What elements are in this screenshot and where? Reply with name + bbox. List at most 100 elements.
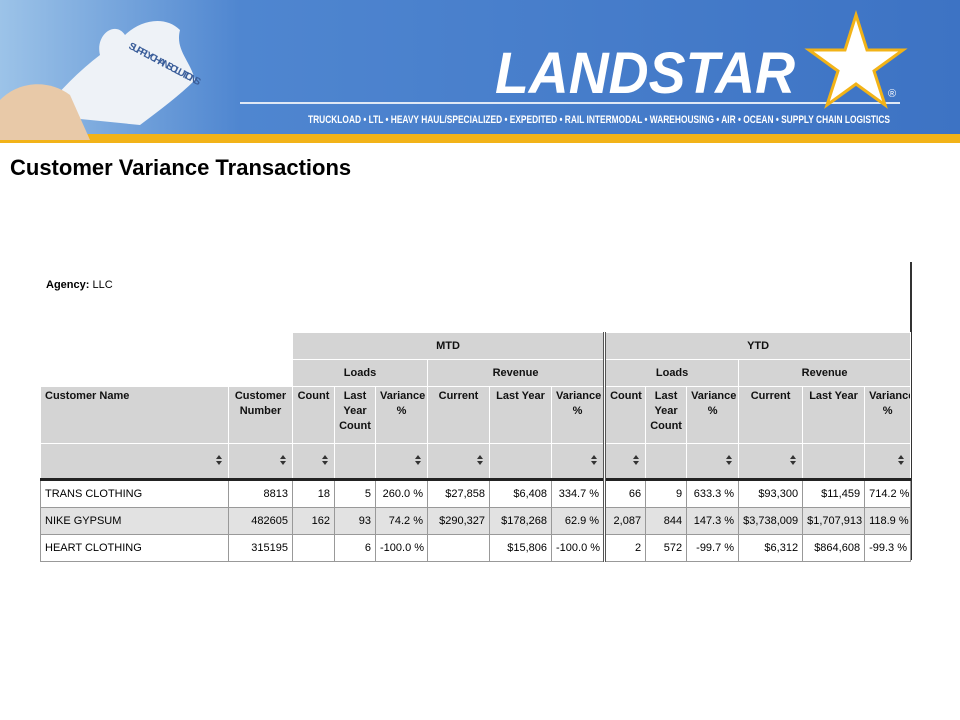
data-cell: $178,268 — [489, 507, 552, 535]
data-cell: $27,858 — [427, 479, 490, 508]
data-cell: TRANS CLOTHING — [40, 479, 229, 508]
data-cell: $290,327 — [427, 507, 490, 535]
group-header: MTD — [291, 332, 606, 360]
data-cell: 8813 — [228, 479, 293, 508]
data-cell — [427, 534, 490, 562]
sort-cell — [738, 443, 804, 481]
data-cell: $864,608 — [802, 534, 866, 562]
data-cell: 66 — [603, 479, 647, 508]
data-cell: 260.0 % — [375, 479, 428, 508]
subgroup-row: Loads Revenue Loads Revenue — [41, 359, 912, 387]
sort-cell — [334, 443, 376, 481]
column-header: Current — [427, 386, 490, 444]
data-cell: 334.7 % — [550, 479, 606, 508]
puzzle-piece — [40, 20, 195, 126]
subgroup-header: Loads — [292, 359, 428, 387]
tagline: TRUCKLOAD • LTL • HEAVY HAUL/SPECIALIZED… — [308, 114, 890, 126]
report: Agency: LLC MTD YTD Loads Revenue Loads Reven… — [40, 262, 912, 562]
column-header: Variance % — [686, 386, 740, 444]
data-cell: 315195 — [228, 534, 293, 562]
data-cell: 572 — [645, 534, 688, 562]
registered-mark: ® — [888, 88, 896, 100]
data-cell: 2 — [603, 534, 647, 562]
group-header: YTD — [603, 332, 912, 360]
data-cell: $1,707,913 — [802, 507, 866, 535]
slide-title: Customer Variance Transactions — [10, 155, 352, 180]
data-row: TRANS CLOTHING 8813 18 5 260.0 % $27,858 $6,40… — [40, 479, 912, 508]
subgroup-header: Loads — [603, 359, 740, 387]
sort-cell — [228, 443, 293, 481]
data-cell: $15,806 — [489, 534, 552, 562]
data-cell: 5 — [334, 479, 376, 508]
column-header: Variance % — [550, 386, 606, 444]
sort-cell — [864, 443, 912, 481]
data-cell: $11,459 — [802, 479, 866, 508]
variance-table: MTD YTD Loads Revenue Loads Revenue Customer N… — [40, 332, 912, 562]
group-row: MTD YTD — [40, 332, 912, 387]
data-cell: 844 — [645, 507, 688, 535]
data-cell: 74.2 % — [375, 507, 428, 535]
data-cell: 18 — [292, 479, 335, 508]
column-header: Last Year Count — [334, 386, 376, 444]
data-cell: NIKE GYPSUM — [40, 507, 229, 535]
header-blank — [40, 332, 293, 387]
column-header: Count — [292, 386, 335, 444]
sort-cell — [375, 443, 428, 481]
logo-star — [804, 9, 908, 109]
hand — [0, 84, 90, 140]
sort-row — [40, 443, 912, 481]
data-cell: 9 — [645, 479, 688, 508]
banner-stripe — [0, 134, 960, 143]
data-cell: HEART CLOTHING — [40, 534, 229, 562]
sort-cell — [40, 443, 229, 481]
column-header: Count — [603, 386, 647, 444]
sort-cell — [603, 443, 647, 481]
sort-cell — [645, 443, 688, 481]
logo: LANDSTAR — [495, 41, 795, 106]
data-cell: 62.9 % — [550, 507, 606, 535]
data-cell: 93 — [334, 507, 376, 535]
banner: SUPPLY CHAIN SOLUTIONS LANDSTAR ® TRUCKL… — [0, 0, 960, 143]
column-header: Last Year — [802, 386, 866, 444]
column-header: Variance % — [864, 386, 912, 444]
data-row: NIKE GYPSUM 482605 162 93 74.2 % $290,327 $178… — [40, 507, 912, 535]
agency-value: LLC — [92, 279, 113, 291]
data-cell: 147.3 % — [686, 507, 740, 535]
data-cell: -100.0 % — [550, 534, 606, 562]
data-cell: 118.9 % — [864, 507, 912, 535]
column-header: Last Year — [489, 386, 552, 444]
data-cell: -99.3 % — [864, 534, 912, 562]
sort-cell — [489, 443, 552, 481]
data-cell: 162 — [292, 507, 335, 535]
column-header: Customer Name — [40, 386, 229, 444]
data-cell — [292, 534, 335, 562]
data-cell: 482605 — [228, 507, 293, 535]
data-cell: $6,408 — [489, 479, 552, 508]
data-cell: -99.7 % — [686, 534, 740, 562]
column-header: Last Year Count — [645, 386, 688, 444]
column-header: Variance % — [375, 386, 428, 444]
data-cell: 714.2 % — [864, 479, 912, 508]
sort-cell — [292, 443, 335, 481]
data-cell: $6,312 — [738, 534, 804, 562]
column-header: Current — [738, 386, 804, 444]
column-header: Customer Number — [228, 386, 293, 444]
sort-cell — [802, 443, 866, 481]
agency-line: Agency: LLC — [40, 262, 910, 332]
data-cell: $93,300 — [738, 479, 804, 508]
data-row: HEART CLOTHING 315195 6 -100.0 % $15,806 -100… — [40, 534, 912, 562]
sort-cell — [427, 443, 490, 481]
column-row: Customer Name Customer Number Count Last Ye… — [40, 386, 912, 444]
data-cell: 2,087 — [603, 507, 647, 535]
data-cell: 633.3 % — [686, 479, 740, 508]
sort-cell — [686, 443, 740, 481]
agency-label: Agency: — [46, 279, 90, 291]
subgroup-header: Revenue — [426, 359, 606, 387]
data-cell: $3,738,009 — [738, 507, 804, 535]
sort-cell — [550, 443, 606, 481]
subgroup-header: Revenue — [738, 359, 912, 387]
data-cell: -100.0 % — [375, 534, 428, 562]
data-cell: 6 — [334, 534, 376, 562]
